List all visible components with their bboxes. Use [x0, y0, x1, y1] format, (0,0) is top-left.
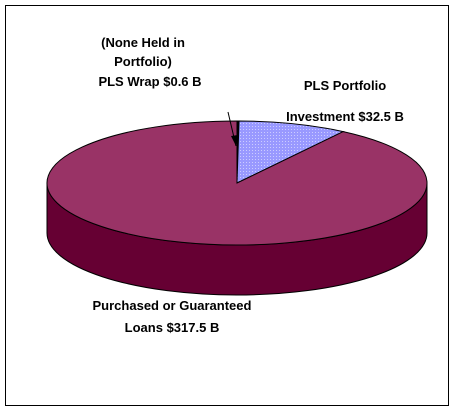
slice-label: Loans $317.5 B — [125, 320, 220, 335]
annotation: (None Held in Portfolio) — [101, 35, 185, 69]
category-label: PLS Portfolio — [304, 78, 386, 93]
value-label: $32.5 B — [358, 109, 404, 124]
annotation-line: Portfolio) — [114, 54, 172, 69]
category-label: Purchased or Guaranteed — [93, 298, 252, 313]
value-label: $0.6 B — [163, 74, 201, 89]
category-label: PLS Wrap — [98, 74, 159, 89]
category-label: Investment — [286, 109, 355, 124]
value-label: $317.5 B — [167, 320, 220, 335]
slice-label: Investment $32.5 B — [286, 109, 404, 124]
arrow-head — [231, 135, 238, 146]
labels: (None Held in Portfolio)PLS Wrap $0.6 B PL… — [93, 35, 404, 335]
category-label: Loans — [125, 320, 163, 335]
pie-slice — [236, 120, 345, 184]
slice-label: PLS Portfolio — [304, 78, 386, 93]
pie — [46, 120, 428, 296]
slice-label: PLS Wrap $0.6 B — [98, 74, 201, 89]
annotation-line: (None Held in — [101, 35, 185, 50]
slice-label: Purchased or Guaranteed — [93, 298, 252, 313]
pie-slice — [46, 120, 428, 246]
